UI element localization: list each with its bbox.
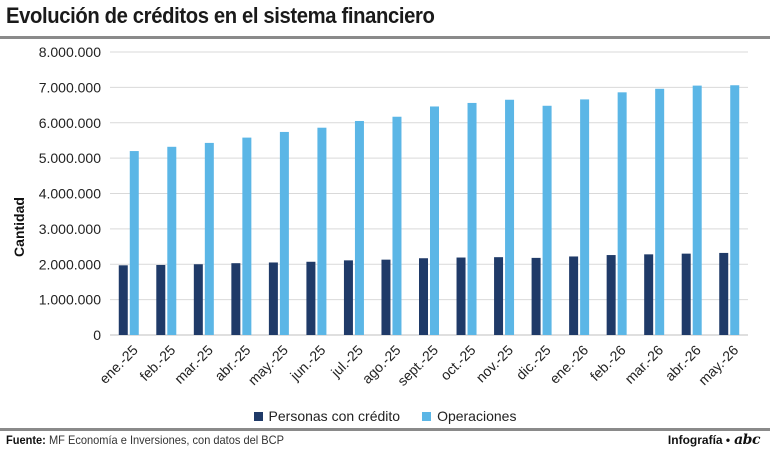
x-tick-label: ene.-25 [96, 342, 141, 387]
bar-operaciones [204, 142, 214, 335]
page-title: Evolución de créditos en el sistema fina… [6, 3, 435, 28]
y-tick-label: 3.000.000 [39, 221, 101, 237]
x-tick-label: may.-26 [695, 342, 741, 388]
bar-operaciones [392, 116, 402, 335]
legend-label-operaciones: Operaciones [437, 408, 517, 424]
title-divider [0, 36, 770, 39]
bar-operaciones [167, 146, 177, 335]
y-tick-label: 1.000.000 [39, 292, 101, 308]
legend-item-personas: Personas con crédito [253, 408, 401, 424]
bar-personas [681, 253, 691, 335]
x-tick-label: nov.-25 [473, 342, 517, 386]
bar-operaciones [279, 131, 289, 335]
bar-operaciones [617, 92, 627, 335]
bar-operaciones [692, 85, 702, 335]
x-tick-label: mar.-26 [621, 342, 666, 387]
y-tick-label: 2.000.000 [39, 256, 101, 272]
abc-logo: abc [734, 432, 760, 448]
legend-swatch-operaciones [422, 411, 432, 421]
y-tick-label: 6.000.000 [39, 115, 101, 131]
bar-personas [569, 256, 579, 335]
bar-operaciones [542, 105, 552, 336]
y-tick-label: 8.000.000 [39, 44, 101, 60]
legend-label-personas: Personas con crédito [268, 408, 401, 424]
bar-operaciones [354, 120, 364, 335]
bar-operaciones [129, 151, 139, 335]
bar-personas [156, 264, 166, 335]
credit: Infografía • abc [667, 432, 761, 448]
bar-personas [231, 263, 241, 335]
footer-divider [0, 428, 770, 431]
legend: Personas con crédito Operaciones [0, 408, 770, 424]
source-note: Fuente: MF Economía e Inversiones, con d… [6, 433, 284, 447]
y-tick-label: 7.000.000 [39, 79, 101, 95]
bar-personas [719, 252, 729, 335]
bar-operaciones [505, 99, 515, 335]
grid-lines [110, 51, 748, 336]
bars [118, 85, 740, 336]
bar-personas [531, 257, 541, 335]
bar-personas [419, 258, 428, 335]
source-text: MF Economía e Inversiones, con datos del… [48, 433, 284, 447]
bar-personas [343, 260, 353, 335]
y-tick-label: 4.000.000 [39, 186, 101, 202]
bar-chart: 0 1.000.000 2.000.000 3.000.000 4.000.000 5.0… [11, 44, 748, 389]
bar-operaciones [242, 137, 252, 335]
bar-personas [606, 255, 616, 335]
bar-personas [456, 257, 466, 335]
bar-operaciones [430, 106, 439, 335]
bar-personas [494, 257, 504, 335]
y-axis-label: Cantidad [11, 197, 27, 257]
bar-operaciones [580, 99, 590, 335]
bar-personas [118, 265, 128, 335]
source-label: Fuente: [6, 433, 46, 447]
bar-personas [306, 261, 316, 335]
bar-operaciones [655, 88, 665, 335]
y-tick-label: 5.000.000 [39, 150, 101, 166]
legend-swatch-personas [253, 411, 263, 421]
bar-operaciones [730, 85, 740, 335]
x-tick-label: jun.-25 [286, 342, 328, 384]
bar-personas [381, 259, 391, 335]
x-tick-label: sept.-25 [394, 342, 441, 389]
bar-personas [644, 254, 654, 335]
bar-personas [268, 262, 278, 335]
x-tick-label: ene.-26 [546, 342, 591, 387]
x-tick-label: oct.-25 [437, 342, 479, 384]
x-tick-label: mar.-25 [171, 342, 216, 387]
bar-personas [193, 264, 203, 335]
bar-operaciones [467, 102, 477, 335]
bar-operaciones [317, 127, 327, 335]
legend-item-operaciones: Operaciones [422, 408, 516, 424]
x-axis-ticks: ene.-25feb.-25mar.-25abr.-25may.-25jun.-… [96, 342, 742, 389]
y-tick-label: 0 [93, 327, 101, 343]
credit-text: Infografía • [667, 433, 731, 447]
y-axis-ticks: 0 1.000.000 2.000.000 3.000.000 4.000.000 5.0… [39, 44, 102, 343]
x-tick-label: may.-25 [245, 342, 291, 388]
